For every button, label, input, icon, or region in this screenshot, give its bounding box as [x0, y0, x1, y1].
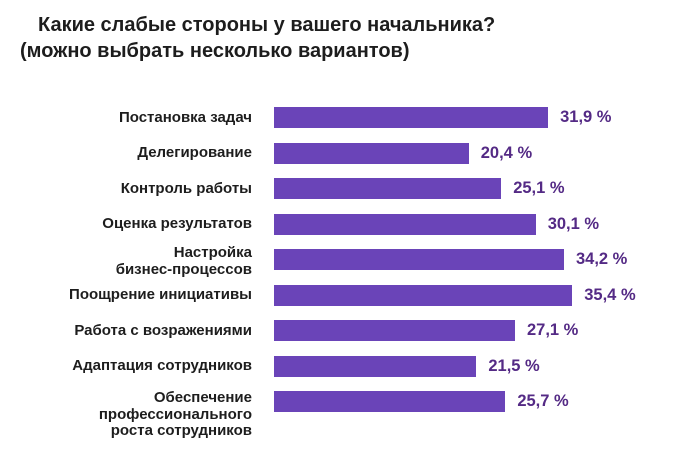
- category-label: Оценка результатов: [102, 215, 252, 232]
- value-label: 35,4 %: [584, 285, 636, 304]
- category-label: Контроль работы: [120, 179, 252, 197]
- chart-row: Поощрение инициативы 35,4 %: [0, 278, 700, 314]
- bar: [274, 107, 549, 129]
- bar: [274, 320, 515, 342]
- bar: [274, 178, 502, 200]
- bar: [274, 142, 469, 164]
- chart-rows: Постановка задач 31,9 % Делегирование 20,4 …: [0, 100, 700, 439]
- chart-title: Какие слабые стороны у вашего начальника…: [0, 0, 700, 64]
- chart-row: Адаптация сотрудников 21,5 %: [0, 349, 700, 385]
- value-label: 27,1 %: [526, 321, 579, 340]
- chart-row: Контроль работы 25,1 %: [0, 171, 700, 207]
- category-label: Адаптация сотрудников: [72, 357, 252, 374]
- category-label: Делегирование: [137, 144, 252, 161]
- category-label: Постановка задач: [118, 108, 252, 126]
- category-label: Настройка бизнес-процессов: [115, 244, 252, 278]
- chart-title-line1: Какие слабые стороны у вашего начальника…: [38, 14, 496, 36]
- value-label: 25,7 %: [517, 392, 569, 411]
- value-label: 20,4 %: [480, 143, 533, 162]
- value-label: 30,1 %: [547, 214, 600, 233]
- bar: [274, 249, 564, 271]
- category-label: Работа с возражениями: [74, 321, 252, 339]
- chart-title-line2: (можно выбрать несколько вариантов): [20, 40, 410, 62]
- chart-row: Работа с возражениями 27,1 %: [0, 313, 700, 349]
- chart-row: Обеспечение профессионального роста сотр…: [0, 384, 700, 438]
- value-label: 25,1 %: [513, 179, 565, 198]
- value-label: 21,5 %: [488, 356, 540, 375]
- bar: [274, 355, 477, 377]
- chart-row: Оценка результатов 30,1 %: [0, 207, 700, 243]
- value-label: 31,9 %: [560, 108, 612, 127]
- category-label: Поощрение инициативы: [69, 286, 252, 303]
- bar: [274, 213, 536, 235]
- category-label: Обеспечение профессионального роста сотр…: [98, 389, 252, 439]
- chart-row: Делегирование 20,4 %: [0, 136, 700, 172]
- chart-row: Настройка бизнес-процессов 34,2 %: [0, 242, 700, 278]
- bar: [274, 284, 573, 306]
- chart-row: Постановка задач 31,9 %: [0, 100, 700, 136]
- bar: [274, 391, 506, 413]
- value-label: 34,2 %: [575, 250, 628, 269]
